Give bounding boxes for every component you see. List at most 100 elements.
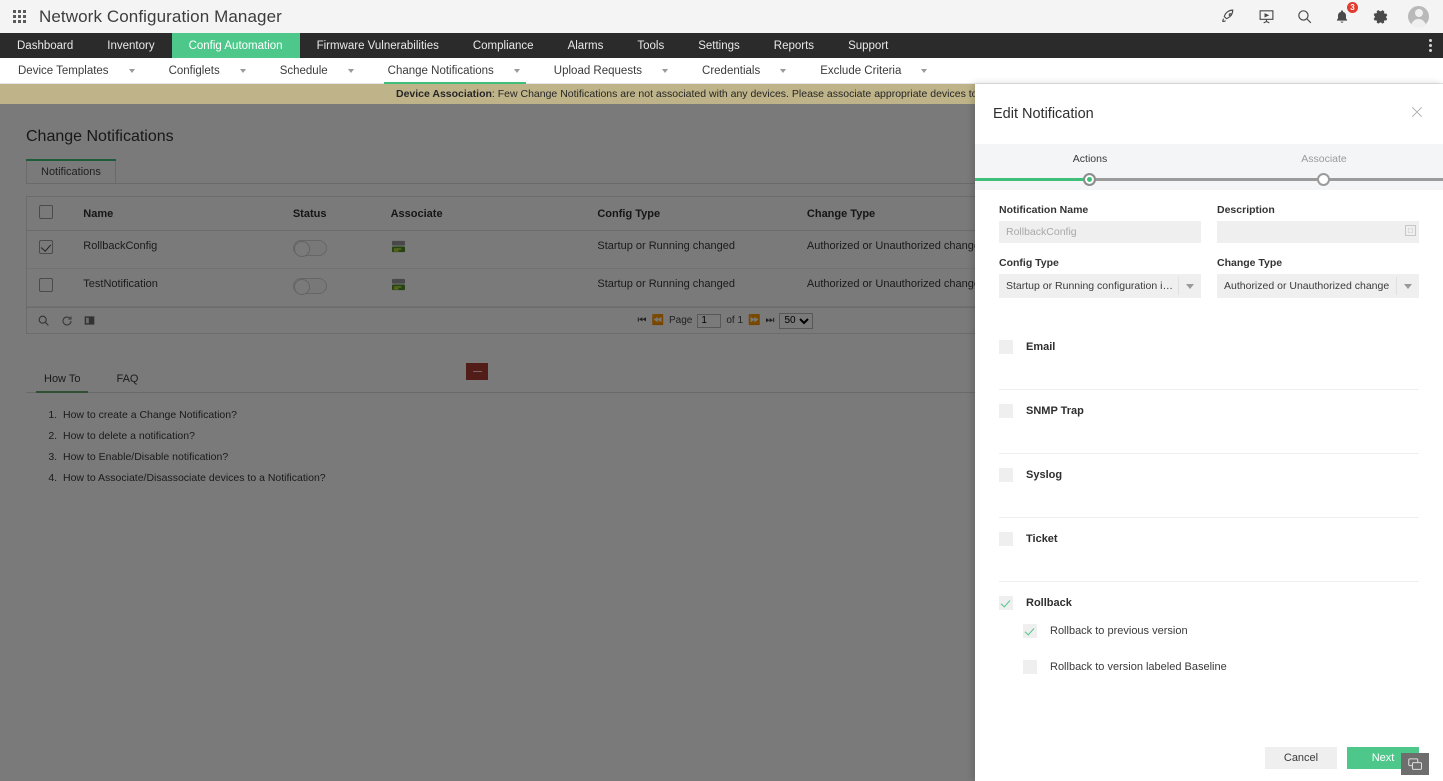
resize-handle-icon[interactable]: □ <box>1405 225 1416 236</box>
rollback-previous-version-option[interactable]: Rollback to previous version <box>1023 624 1419 638</box>
form-row-2: Config Type Startup or Running configura… <box>999 257 1419 312</box>
action-row-syslog: Syslog <box>999 454 1419 518</box>
banner-text: : Few Change Notifications are not assoc… <box>491 88 1047 100</box>
chevron-down-icon <box>513 68 520 73</box>
subnav-configlets[interactable]: Configlets <box>151 58 262 83</box>
form-row-1: Notification Name RollbackConfig Descrip… <box>999 204 1419 257</box>
nav-support[interactable]: Support <box>848 39 889 52</box>
step-dot-actions[interactable] <box>1083 173 1096 186</box>
bell-icon[interactable]: 3 <box>1332 1 1358 27</box>
rollback-options: Rollback to previous version Rollback to… <box>1023 624 1419 674</box>
chevron-down-icon <box>1186 284 1194 289</box>
actions-list: Email SNMP Trap Syslog <box>999 326 1419 684</box>
subnav-label: Device Templates <box>18 64 109 77</box>
subnav-upload-requests[interactable]: Upload Requests <box>536 58 684 83</box>
change-type-value: Authorized or Unauthorized change <box>1224 280 1390 292</box>
action-snmp-trap[interactable]: SNMP Trap <box>999 404 1419 418</box>
avatar[interactable] <box>1408 6 1429 27</box>
action-row-snmp-trap: SNMP Trap <box>999 390 1419 454</box>
nav-alarms[interactable]: Alarms <box>567 39 604 52</box>
step-label-associate[interactable]: Associate <box>1301 153 1347 165</box>
syslog-checkbox[interactable] <box>999 468 1013 482</box>
chevron-down-icon <box>662 68 669 73</box>
banner-strong: Device Association <box>396 88 492 100</box>
notification-name-input[interactable]: RollbackConfig <box>999 221 1201 243</box>
action-label: Email <box>1026 341 1056 353</box>
nav-firmware-vulnerabilities[interactable]: Firmware Vulnerabilities <box>316 39 439 52</box>
change-type-label: Change Type <box>1217 257 1283 269</box>
nav-tools[interactable]: Tools <box>637 39 665 52</box>
action-row-rollback: Rollback Rollback to previous version Ro… <box>999 582 1419 684</box>
nav-compliance[interactable]: Compliance <box>472 39 534 52</box>
subnav-label: Change Notifications <box>387 64 494 77</box>
step-dot-associate[interactable] <box>1317 173 1330 186</box>
action-label: Rollback <box>1026 597 1072 609</box>
description-label: Description <box>1217 204 1275 216</box>
action-row-email: Email <box>999 326 1419 390</box>
wizard-steps: Actions Associate <box>975 144 1443 190</box>
action-ticket[interactable]: Ticket <box>999 532 1419 546</box>
app-header: Network Configuration Manager <box>0 0 1443 33</box>
action-label: Ticket <box>1026 533 1058 545</box>
subnav-credentials[interactable]: Credentials <box>684 58 802 83</box>
subnav-exclude-criteria[interactable]: Exclude Criteria <box>802 58 943 83</box>
description-field: Description □ <box>1217 204 1419 243</box>
subnav-label: Exclude Criteria <box>820 64 902 77</box>
apps-grid-icon[interactable] <box>13 9 27 24</box>
chat-icon <box>1407 757 1422 770</box>
primary-nav: Dashboard Inventory Config Automation Fi… <box>0 33 1443 58</box>
rollback-baseline-option[interactable]: Rollback to version labeled Baseline <box>1023 660 1419 674</box>
config-type-select[interactable]: Startup or Running configuration is chan… <box>999 274 1201 298</box>
cancel-button[interactable]: Cancel <box>1265 747 1337 769</box>
nav-settings[interactable]: Settings <box>698 39 740 52</box>
rollback-previous-version-checkbox[interactable] <box>1023 624 1037 638</box>
select-divider <box>1178 277 1179 295</box>
subnav-schedule[interactable]: Schedule <box>262 58 370 83</box>
subnav-device-templates[interactable]: Device Templates <box>0 58 151 83</box>
config-type-value: Startup or Running configuration is chan… <box>1006 280 1194 292</box>
ticket-checkbox[interactable] <box>999 532 1013 546</box>
nav-inventory[interactable]: Inventory <box>107 39 155 52</box>
action-email[interactable]: Email <box>999 340 1419 354</box>
action-label: SNMP Trap <box>1026 405 1084 417</box>
chevron-down-icon <box>1404 284 1412 289</box>
presentation-icon[interactable] <box>1256 7 1276 27</box>
chevron-down-icon <box>128 68 135 73</box>
config-type-label: Config Type <box>999 257 1059 269</box>
secondary-nav: Device Templates Configlets Schedule Cha… <box>0 58 1443 84</box>
email-checkbox[interactable] <box>999 340 1013 354</box>
action-syslog[interactable]: Syslog <box>999 468 1419 482</box>
subnav-label: Upload Requests <box>553 64 643 77</box>
nav-config-automation[interactable]: Config Automation <box>171 33 300 58</box>
description-input[interactable]: □ <box>1217 221 1419 243</box>
modal-body[interactable]: Notification Name RollbackConfig Descrip… <box>975 190 1443 735</box>
nav-dashboard[interactable]: Dashboard <box>17 39 74 52</box>
modal-header: Edit Notification <box>975 84 1443 144</box>
snmp-trap-checkbox[interactable] <box>999 404 1013 418</box>
rollback-baseline-checkbox[interactable] <box>1023 660 1037 674</box>
gear-icon[interactable] <box>1370 7 1390 27</box>
notification-name-field: Notification Name RollbackConfig <box>999 204 1201 243</box>
action-rollback[interactable]: Rollback <box>999 596 1419 610</box>
nav-reports[interactable]: Reports <box>773 39 815 52</box>
subnav-change-notifications[interactable]: Change Notifications <box>370 58 536 84</box>
change-type-field: Change Type Authorized or Unauthorized c… <box>1217 257 1419 298</box>
step-label-actions[interactable]: Actions <box>1072 153 1108 165</box>
rollback-checkbox[interactable] <box>999 596 1013 610</box>
change-type-select[interactable]: Authorized or Unauthorized change <box>1217 274 1419 298</box>
chevron-down-icon <box>780 68 787 73</box>
rocket-icon[interactable] <box>1218 7 1238 27</box>
chevron-down-icon <box>239 68 246 73</box>
subnav-label: Schedule <box>279 64 328 77</box>
kebab-menu-icon[interactable] <box>1429 33 1443 58</box>
chevron-down-icon <box>921 68 928 73</box>
app-title: Network Configuration Manager <box>39 6 282 26</box>
search-icon[interactable] <box>1294 7 1314 27</box>
rollback-option-label: Rollback to previous version <box>1050 625 1188 637</box>
config-type-field: Config Type Startup or Running configura… <box>999 257 1201 298</box>
edit-notification-modal: Edit Notification Actions Associate Noti… <box>975 84 1443 781</box>
subnav-label: Configlets <box>168 64 220 77</box>
chat-button[interactable] <box>1401 753 1429 775</box>
notification-name-label: Notification Name <box>999 204 1089 216</box>
close-icon[interactable] <box>1409 104 1425 125</box>
